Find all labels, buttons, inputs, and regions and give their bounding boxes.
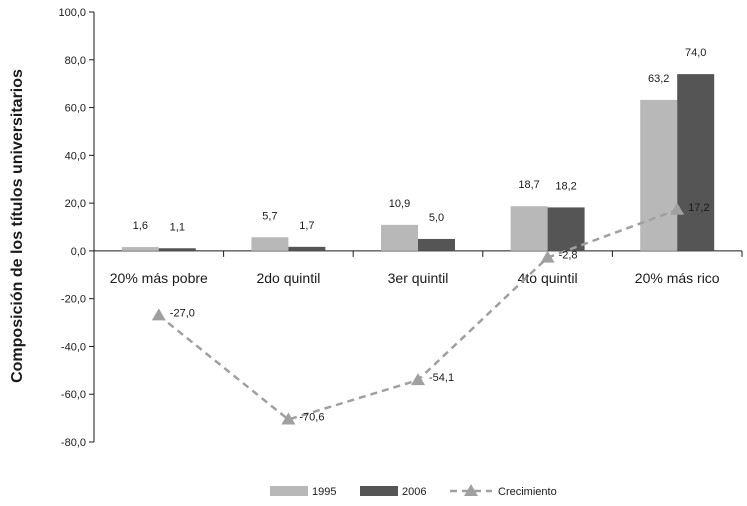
- growth-marker: [281, 412, 296, 425]
- plot-area: 100,0 80,0 60,0 40,0 20,0 0,0 -20,0 -40,0 -60,0 -…: [58, 7, 743, 449]
- y-axis-title: Composición de los títulos universitario…: [9, 69, 26, 383]
- bar: [158, 248, 196, 251]
- category-label: 3er quintil: [388, 270, 449, 286]
- bar-value-label: 1,1: [170, 221, 185, 233]
- y-tick-label: 60,0: [65, 103, 86, 115]
- bar-value-label: 10,9: [389, 198, 410, 210]
- bar: [288, 246, 326, 251]
- bar-value-label: 5,0: [429, 212, 444, 224]
- y-tick-label: 100,0: [58, 7, 86, 19]
- y-tick-label: 40,0: [65, 150, 86, 162]
- bar: [547, 207, 585, 251]
- growth-marker: [540, 250, 555, 263]
- bar-value-label: 1,7: [299, 220, 314, 232]
- growth-marker: [151, 308, 166, 321]
- bar-value-label: 63,2: [648, 73, 669, 85]
- bar: [251, 237, 289, 251]
- category-label: 2do quintil: [256, 270, 320, 286]
- y-tick-label: -80,0: [61, 437, 86, 449]
- category-label: 20% más pobre: [110, 270, 208, 286]
- bar: [640, 99, 678, 251]
- y-tick-label: 0,0: [71, 246, 86, 258]
- bar-value-label: 18,7: [518, 179, 539, 191]
- y-tick-label: 80,0: [65, 55, 86, 67]
- bar-value-label: 5,7: [262, 210, 277, 222]
- growth-value-label: -27,0: [170, 307, 195, 319]
- growth-value-label: -2,8: [559, 250, 578, 262]
- category-label: 4to quintil: [518, 270, 578, 286]
- growth-marker: [411, 373, 425, 386]
- y-tick-label: 20,0: [65, 198, 86, 210]
- growth-value-label: 17,2: [688, 202, 709, 214]
- growth-value-label: -54,1: [429, 372, 454, 384]
- legend-label: 1995: [312, 486, 336, 498]
- legend: 1995 2006 Crecimiento: [270, 484, 557, 498]
- y-tick-label: -60,0: [61, 389, 86, 401]
- bar-value-label: 1,6: [133, 220, 148, 232]
- bar: [418, 238, 455, 251]
- category-label: 20% más rico: [635, 270, 720, 286]
- growth-value-label: -70,6: [299, 412, 324, 424]
- bar: [381, 224, 418, 251]
- bar: [121, 247, 159, 251]
- bar-value-label: 74,0: [685, 47, 706, 59]
- legend-label: Crecimiento: [498, 486, 557, 498]
- bar: [677, 74, 715, 251]
- legend-label: 2006: [402, 486, 426, 498]
- bar-value-label: 18,2: [555, 180, 576, 192]
- growth-marker: [670, 202, 685, 215]
- y-tick-label: -20,0: [61, 294, 86, 306]
- bar: [510, 206, 548, 251]
- legend-marker: [464, 484, 478, 496]
- legend-swatch: [270, 486, 308, 496]
- legend-swatch: [360, 486, 398, 496]
- y-tick-label: -40,0: [61, 341, 86, 353]
